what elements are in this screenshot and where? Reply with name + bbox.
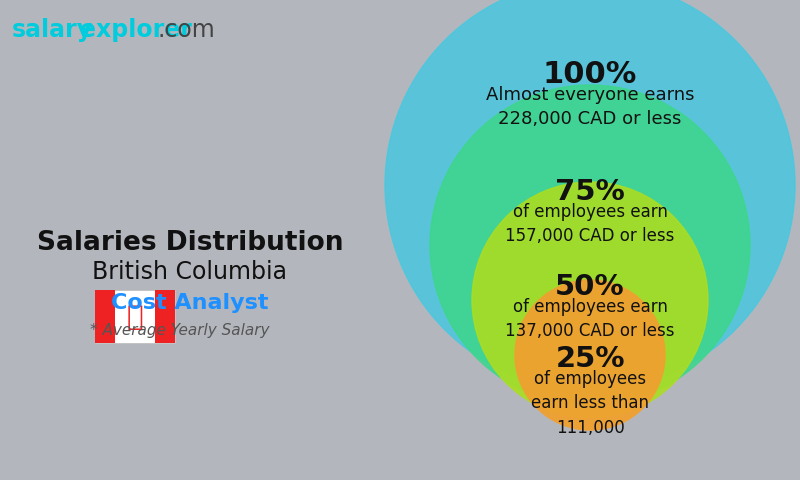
Circle shape (515, 280, 665, 430)
Text: * Average Yearly Salary: * Average Yearly Salary (90, 323, 270, 338)
Text: 25%: 25% (555, 345, 625, 373)
Text: Salaries Distribution: Salaries Distribution (37, 230, 343, 256)
Circle shape (430, 85, 750, 405)
Text: of employees
earn less than
111,000: of employees earn less than 111,000 (531, 370, 649, 437)
Bar (95, 290, 175, 343)
Text: 100%: 100% (543, 60, 637, 89)
Circle shape (385, 0, 795, 390)
Text: .com: .com (158, 18, 216, 42)
Text: 🍁: 🍁 (126, 302, 143, 331)
Text: of employees earn
137,000 CAD or less: of employees earn 137,000 CAD or less (506, 298, 674, 340)
Circle shape (472, 182, 708, 418)
Bar (155, 290, 175, 343)
Text: explorer: explorer (80, 18, 192, 42)
Text: 50%: 50% (555, 273, 625, 301)
Text: Almost everyone earns
228,000 CAD or less: Almost everyone earns 228,000 CAD or les… (486, 86, 694, 128)
Text: Cost Analyst: Cost Analyst (111, 293, 269, 313)
Text: of employees earn
157,000 CAD or less: of employees earn 157,000 CAD or less (506, 203, 674, 245)
Text: 75%: 75% (555, 178, 625, 206)
Text: salary: salary (12, 18, 93, 42)
Bar (95, 290, 115, 343)
Text: British Columbia: British Columbia (93, 260, 287, 284)
